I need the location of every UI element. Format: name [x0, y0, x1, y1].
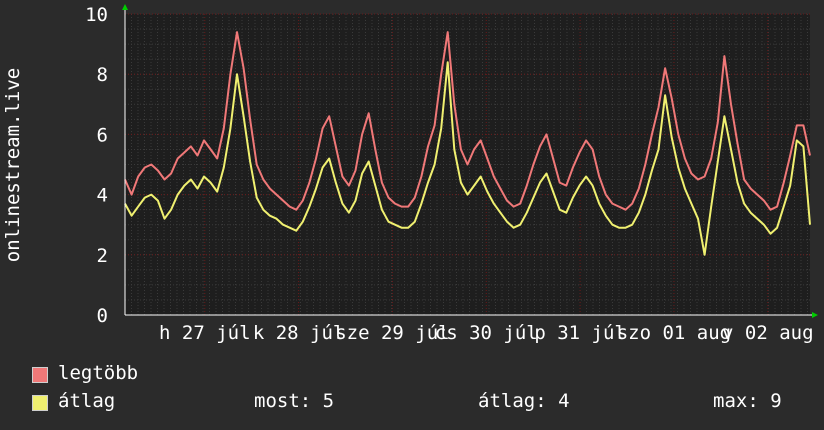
x-tick-label: v 02 aug — [722, 322, 814, 344]
axes — [122, 4, 818, 318]
y-axis-arrow — [122, 4, 128, 10]
x-tick-label: h 27 júl — [159, 322, 251, 344]
x-tick-label: sze 29 júl — [335, 322, 449, 344]
series-group — [124, 31, 811, 256]
y-tick-label: 4 — [97, 185, 108, 207]
x-tick-label: cs 30 júl — [435, 322, 538, 344]
y-axis-label: onlinestream.live — [2, 68, 24, 262]
grid — [124, 13, 810, 316]
y-tick-label: 6 — [97, 124, 108, 146]
y-tick-label: 0 — [97, 305, 108, 327]
y-tick-label: 8 — [97, 64, 108, 86]
y-tick-label: 10 — [85, 4, 108, 26]
x-tick-label: k 28 júl — [253, 322, 345, 344]
legend-swatch-max — [32, 367, 48, 383]
stat-now: most: 5 — [254, 390, 335, 412]
stat-max: max: 9 — [713, 390, 782, 412]
x-tick-label: p 31 júl — [534, 322, 626, 344]
legend-label-max: legtöbb — [58, 362, 139, 384]
y-axis-ticks: 0 2 4 6 8 10 — [85, 4, 108, 327]
x-tick-label: szo 01 aug — [617, 322, 731, 344]
x-axis-arrow — [812, 312, 818, 318]
y-tick-label: 2 — [97, 245, 108, 267]
legend-swatch-avg — [32, 395, 48, 411]
series-line-0 — [124, 31, 811, 211]
stat-average: átlag: 4 — [478, 390, 570, 412]
legend-label-avg: átlag — [58, 390, 116, 412]
series-line-1 — [124, 61, 811, 256]
